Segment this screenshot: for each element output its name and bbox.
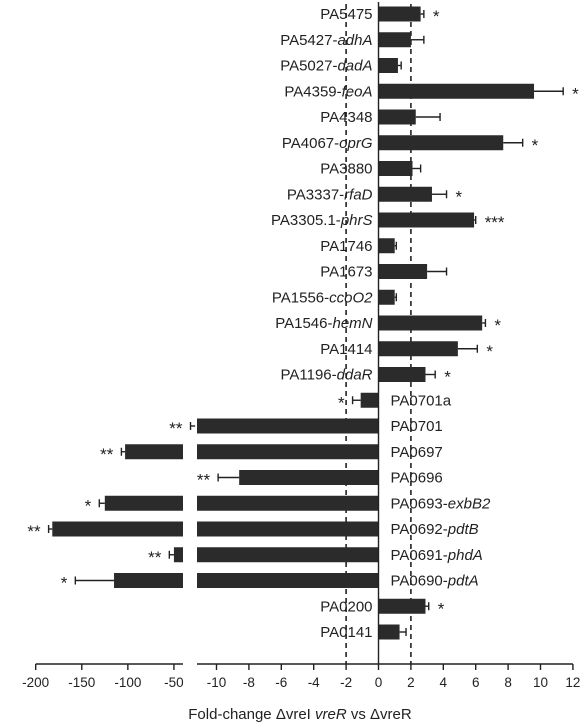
bar-PA1556: [378, 289, 395, 305]
category-label-PA0690: PA0690-pdtA: [391, 573, 479, 590]
category-label-PA1196: PA1196-ddaR: [280, 367, 372, 384]
x-tick-label--100: -100: [114, 675, 141, 690]
x-tick-label--6: -6: [275, 675, 287, 690]
category-label-PA1673: PA1673: [320, 264, 372, 281]
x-tick-label--150: -150: [68, 675, 95, 690]
bar-PA5475: [378, 6, 421, 22]
category-label-PA0701a: PA0701a: [391, 392, 452, 409]
x-tick-label-8: 8: [504, 675, 512, 690]
significance-PA0691: **: [148, 548, 162, 567]
bar-PA0690: [114, 573, 183, 588]
category-label-PA5427: PA5427-adhA: [280, 32, 372, 49]
category-label-PA1556: PA1556-ccoO2: [272, 289, 373, 306]
significance-PA0701: **: [169, 419, 183, 438]
category-label-PA0693: PA0693-exbB2: [391, 495, 491, 512]
category-label-PA0701: PA0701: [391, 418, 443, 435]
bar-PA0696: [239, 470, 379, 485]
x-tick-label--200: -200: [22, 675, 49, 690]
x-tick-label--8: -8: [243, 675, 255, 690]
significance-PA0692: **: [27, 522, 41, 541]
x-tick-label--50: -50: [164, 675, 184, 690]
significance-PA5475: *: [433, 7, 440, 26]
significance-PA0701a: *: [338, 393, 345, 412]
x-tick-label-0: 0: [375, 675, 383, 690]
category-label-PA4348: PA4348: [320, 109, 372, 126]
bar-PA0691: [173, 547, 183, 563]
significance-PA0697: **: [100, 445, 114, 464]
bar-continued-PA0693: [197, 495, 379, 511]
x-tick-label--10: -10: [207, 675, 227, 690]
significance-PA3305.1: ***: [485, 213, 505, 232]
significance-PA0693: *: [85, 496, 92, 515]
category-label-PA4359: PA4359-feoA: [284, 83, 372, 100]
x-axis-label: Fold-change ΔvreI vreR vs ΔvreR: [188, 706, 412, 723]
x-tick-label--2: -2: [340, 675, 352, 690]
category-label-PA5027: PA5027-dadA: [280, 58, 372, 75]
bar-PA4067: [378, 135, 504, 151]
significance-PA4067: *: [532, 136, 539, 155]
significance-PA0696: **: [197, 471, 211, 490]
x-tick-label-6: 6: [472, 675, 480, 690]
bar-PA1414: [378, 341, 458, 357]
bar-continued-PA0697: [197, 444, 379, 460]
significance-PA1546: *: [494, 316, 501, 335]
bar-PA1746: [378, 238, 395, 254]
bar-PA3337: [378, 186, 432, 202]
bar-PA0141: [378, 624, 400, 640]
bar-continued-PA0691: [197, 547, 379, 563]
category-label-PA3337: PA3337-rfaD: [287, 186, 373, 203]
x-tick-label-2: 2: [407, 675, 415, 690]
category-label-PA0141: PA0141: [320, 624, 372, 641]
category-label-PA0696: PA0696: [391, 470, 443, 487]
bar-continued-PA0690: [197, 573, 379, 588]
category-label-PA4067: PA4067-oprG: [282, 135, 373, 152]
bar-PA1673: [378, 264, 428, 279]
significance-PA1196: *: [444, 368, 451, 387]
category-label-PA0697: PA0697: [391, 444, 443, 461]
x-tick-label--4: -4: [308, 675, 320, 690]
category-label-PA3305.1: PA3305.1-phrS: [271, 212, 372, 229]
category-label-PA3880: PA3880: [320, 161, 372, 178]
bar-PA0200: [378, 598, 426, 614]
x-tick-label-4: 4: [440, 675, 448, 690]
x-tick-label-10: 10: [533, 675, 548, 690]
x-tick-label-12: 12: [565, 675, 580, 690]
significance-PA1414: *: [486, 342, 493, 361]
bar-continued-PA0701: [197, 418, 379, 434]
bar-PA4359: [378, 83, 535, 99]
bar-PA0692: [52, 521, 183, 537]
significance-PA0200: *: [438, 599, 445, 618]
category-label-PA0200: PA0200: [320, 598, 372, 615]
bar-continued-PA0692: [197, 521, 379, 537]
bar-PA5427: [378, 32, 411, 48]
category-label-PA1746: PA1746: [320, 238, 372, 255]
significance-PA3337: *: [456, 187, 463, 206]
category-label-PA0691: PA0691-phdA: [391, 547, 483, 564]
bar-PA3880: [378, 161, 413, 176]
category-label-PA0692: PA0692-pdtB: [391, 521, 479, 538]
significance-PA4359: *: [572, 84, 579, 103]
bar-PA0693: [104, 495, 183, 511]
bar-PA3305.1: [378, 212, 475, 228]
category-label-PA1414: PA1414: [320, 341, 372, 358]
bar-PA0701a: [360, 392, 379, 408]
bar-PA4348: [378, 109, 416, 125]
category-label-PA5475: PA5475: [320, 6, 372, 23]
significance-PA0690: *: [61, 574, 68, 593]
bar-PA1196: [378, 367, 426, 382]
bar-PA1546: [378, 315, 483, 331]
bar-PA5027: [378, 58, 398, 73]
category-label-PA1546: PA1546-hemN: [275, 315, 372, 332]
bar-PA0697: [125, 444, 183, 460]
